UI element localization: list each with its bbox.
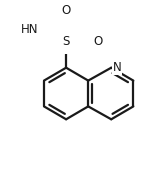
Text: O: O <box>61 4 71 17</box>
Text: N: N <box>113 61 122 74</box>
Text: HN: HN <box>21 22 38 36</box>
Text: S: S <box>62 35 70 48</box>
Text: O: O <box>93 35 102 48</box>
